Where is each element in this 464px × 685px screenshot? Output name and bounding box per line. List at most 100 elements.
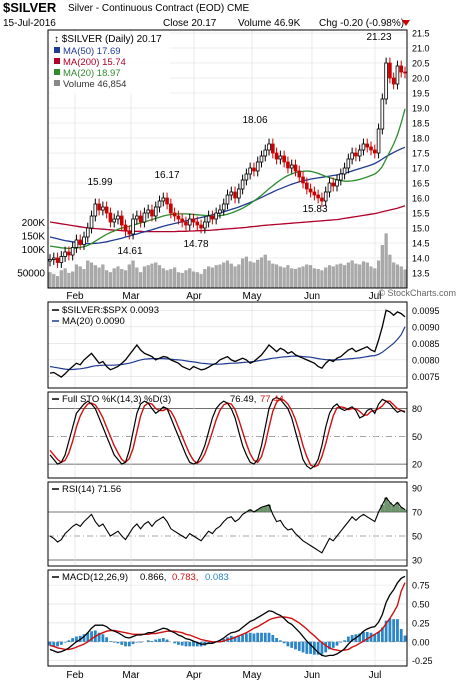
volume-bar: [127, 264, 131, 289]
macd-histogram-bar: [365, 631, 369, 642]
x-axis-month-label-bottom: Jun: [304, 670, 320, 681]
macd-histogram-bar: [241, 635, 245, 642]
volume-bar: [116, 266, 120, 289]
candle-body: [180, 218, 184, 223]
candle-body: [399, 65, 404, 73]
macd-histogram-bar: [59, 641, 63, 645]
price-tick-label: 20.0: [412, 74, 430, 84]
macd-histogram-bar: [324, 641, 328, 653]
macd-histogram-bar: [97, 632, 101, 642]
candle-body: [331, 182, 336, 187]
ratio-tick-label: 0.0080: [412, 355, 440, 365]
volume-bar: [101, 264, 105, 289]
price-tick-label: 19.5: [412, 89, 430, 99]
volume-bar: [361, 261, 366, 289]
macd-tick-label: 0.50: [412, 600, 430, 610]
volume-bar: [316, 269, 320, 289]
macd-histogram-bar: [278, 640, 282, 642]
price-tick-label: 15.0: [412, 224, 430, 234]
volume-bar: [233, 266, 237, 289]
candle-body: [59, 256, 64, 263]
macd-histogram-bar: [161, 638, 165, 642]
price-annotation: 21.23: [366, 32, 391, 43]
rsi-legend-entry: RSI(14) 71.56: [62, 484, 121, 495]
rsi-overbought-fill: [259, 507, 264, 512]
price-tick-label: 16.5: [412, 179, 430, 189]
price-annotation: 14.61: [117, 246, 142, 257]
legend-swatch: [54, 58, 60, 64]
macd-histogram-bar: [331, 641, 335, 648]
price-tick-label: 14.5: [412, 239, 430, 249]
macd-histogram-bar: [233, 636, 237, 642]
candle-body: [85, 227, 90, 238]
volume-bar: [97, 267, 101, 289]
macd-histogram-bar: [282, 641, 286, 644]
candle-body: [89, 215, 94, 229]
candle-body: [112, 218, 117, 223]
volume-bar: [173, 267, 177, 289]
macd-histogram-bar: [377, 631, 380, 642]
price-tick-label: 21.0: [412, 44, 430, 54]
candle-body: [388, 62, 392, 79]
price-tick-label: 13.5: [412, 269, 430, 279]
volume-bar: [297, 267, 301, 289]
candle-body: [395, 65, 400, 85]
candle-body: [119, 215, 124, 226]
candle-body: [384, 62, 388, 100]
volume-bar: [154, 262, 158, 289]
candle-body: [316, 194, 320, 199]
candle-body: [282, 155, 286, 163]
macd-histogram-bar: [180, 641, 184, 646]
candle-body: [327, 182, 332, 193]
macd-histogram-bar: [294, 641, 297, 650]
macd-histogram-bar: [101, 634, 105, 642]
volume-bar: [82, 269, 86, 289]
volume-bar: [184, 270, 188, 289]
candle-body: [271, 143, 275, 154]
rsi-overbought-fill: [388, 502, 392, 512]
volume-bar: [244, 256, 248, 289]
candle-body: [286, 161, 290, 169]
candle-body: [51, 257, 56, 260]
macd-histogram-bar: [116, 641, 120, 644]
volume-bar: [56, 276, 60, 289]
candle-body: [63, 251, 67, 257]
price-legend-bg: [50, 32, 170, 94]
macd-histogram-bar: [399, 628, 403, 642]
volume-bar: [263, 254, 267, 289]
macd-histogram-bar: [275, 638, 278, 642]
candle-body: [78, 239, 83, 245]
x-axis-month-label-bottom: Feb: [66, 670, 84, 681]
volume-bar: [229, 263, 233, 289]
candle-body: [116, 215, 120, 220]
candle-body: [70, 247, 75, 256]
volume-bar: [403, 269, 407, 289]
volume-bar: [203, 269, 207, 289]
volume-bar: [123, 270, 128, 289]
macd-histogram-bar: [248, 632, 252, 642]
macd-histogram-bar: [316, 641, 320, 655]
ratio-panel-frame: [47, 301, 408, 389]
volume-bar: [275, 264, 279, 289]
price-tick-label: 14.0: [412, 254, 430, 264]
candle-body: [289, 164, 294, 169]
candle-body: [55, 257, 60, 263]
sto-legend-entry: Full STO %K(14,3) %D(3): [62, 394, 171, 405]
volume-tick-label: 150K: [22, 232, 46, 243]
volume-bar: [142, 266, 146, 289]
x-axis-month-label-bottom: Jul: [369, 670, 382, 681]
volume-bar: [157, 265, 162, 289]
macd-histogram-bar: [71, 638, 75, 642]
candle-body: [342, 167, 347, 175]
volume-bar: [259, 257, 264, 289]
rsi-tick-label: 30: [412, 556, 422, 566]
instrument-name: Silver - Continuous Contract (EOD) CME: [68, 3, 249, 14]
macd-tick-label: -0.25: [412, 656, 433, 666]
volume-bar: [191, 271, 196, 289]
volume-tick-label: 100K: [22, 245, 46, 256]
candle-body: [240, 179, 245, 190]
volume-bar: [207, 266, 211, 289]
volume-bar: [335, 264, 339, 289]
volume-bar: [237, 264, 241, 289]
